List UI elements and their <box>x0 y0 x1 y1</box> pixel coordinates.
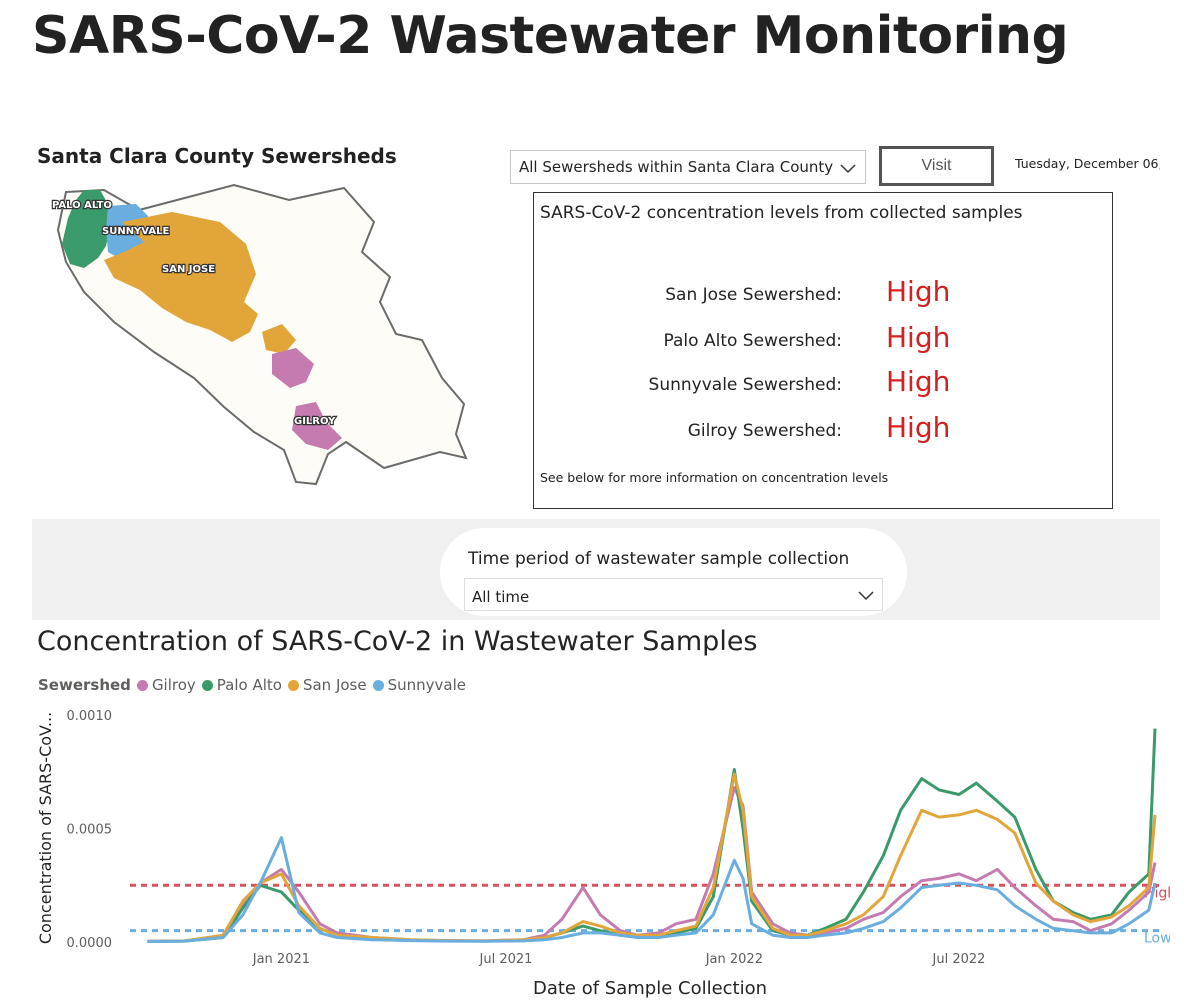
axes: 0.0000 0.0005 0.0010 Jan 2021 Jul 2021 Jan 20… <box>36 709 985 999</box>
chevron-down-icon <box>858 591 874 601</box>
gilroy-region[interactable] <box>292 402 342 450</box>
chart-title: Concentration of SARS-CoV-2 in Wastewate… <box>37 626 758 657</box>
map-title: Santa Clara County Sewersheds <box>37 144 397 168</box>
time-period-label: Time period of wastewater sample collect… <box>468 549 850 569</box>
legend-dot <box>136 679 148 691</box>
level-row-gilroy: Gilroy Sewershed: High <box>534 411 1112 451</box>
x-tick-label: Jul 2021 <box>479 952 533 967</box>
level-row-san-jose: San Jose Sewershed: High <box>534 275 1112 315</box>
level-value: High <box>886 411 951 444</box>
level-value: High <box>886 275 951 308</box>
visit-button[interactable]: Visit <box>879 146 994 186</box>
legend-title: Sewershed <box>38 676 131 694</box>
san-jose-region[interactable] <box>104 212 258 342</box>
sewershed-select[interactable]: All Sewersheds within Santa Clara County <box>510 150 866 184</box>
x-tick-label: Jul 2022 <box>932 952 986 967</box>
legend-item-san-jose[interactable]: San Jose <box>287 676 367 694</box>
time-period-value: All time <box>472 588 530 606</box>
level-label: San Jose Sewershed: <box>665 285 842 305</box>
level-label: Gilroy Sewershed: <box>687 421 842 441</box>
map-label-san-jose: SAN JOSE <box>162 264 215 275</box>
legend-label: Gilroy <box>151 676 196 694</box>
y-tick-label: 0.0010 <box>67 709 113 724</box>
legend-label: San Jose <box>302 676 367 694</box>
reference-lines: HighLow <box>130 883 1170 947</box>
legend-dot <box>201 679 213 691</box>
level-label: Palo Alto Sewershed: <box>663 331 842 351</box>
y-tick-label: 0.0000 <box>67 936 113 951</box>
series-line-gilroy[interactable] <box>147 786 1157 943</box>
chart-legend: Sewershed Gilroy Palo Alto San Jose Sunn… <box>38 676 472 694</box>
x-tick-label: Jan 2022 <box>705 952 763 967</box>
level-label: Sunnyvale Sewershed: <box>648 375 842 395</box>
series-lines <box>147 728 1157 943</box>
gilroy-north-region[interactable] <box>272 348 314 388</box>
line-chart: HighLow 0.0000 0.0005 0.0010 Jan 2021 Jul 20… <box>36 709 1170 999</box>
legend-dot <box>372 679 384 691</box>
legend-item-palo-alto[interactable]: Palo Alto <box>201 676 282 694</box>
levels-note: See below for more information on concen… <box>540 470 889 485</box>
x-tick-label: Jan 2021 <box>252 952 310 967</box>
sewershed-select-value: All Sewersheds within Santa Clara County <box>519 158 834 176</box>
map-label-sunnyvale: SUNNYVALE <box>102 226 169 237</box>
palo-alto-region[interactable] <box>62 190 110 268</box>
chevron-down-icon <box>840 164 856 174</box>
legend-dot <box>287 679 299 691</box>
current-date: Tuesday, December 06, 2022 <box>1015 156 1160 171</box>
time-period-select[interactable]: All time <box>464 578 883 611</box>
page-title: SARS-CoV-2 Wastewater Monitoring <box>32 6 1069 66</box>
legend-item-sunnyvale[interactable]: Sunnyvale <box>372 676 466 694</box>
legend-item-gilroy[interactable]: Gilroy <box>136 676 196 694</box>
sewershed-map: PALO ALTO SUNNYVALE SAN JOSE GILROY <box>51 183 468 486</box>
level-value: High <box>886 365 951 398</box>
level-row-sunnyvale: Sunnyvale Sewershed: High <box>534 365 1112 405</box>
level-value: High <box>886 321 951 354</box>
y-tick-label: 0.0005 <box>67 823 113 838</box>
levels-title: SARS-CoV-2 concentration levels from col… <box>540 203 1023 223</box>
series-line-san-jose[interactable] <box>147 772 1157 943</box>
level-row-palo-alto: Palo Alto Sewershed: High <box>534 321 1112 361</box>
map-label-gilroy: GILROY <box>294 416 336 427</box>
legend-label: Sunnyvale <box>387 676 466 694</box>
map-label-palo-alto: PALO ALTO <box>52 200 112 211</box>
x-axis-title: Date of Sample Collection <box>533 978 767 999</box>
legend-label: Palo Alto <box>216 676 282 694</box>
san-jose-east-region[interactable] <box>262 324 296 354</box>
series-line-sunnyvale[interactable] <box>147 836 1157 943</box>
concentration-levels-card: SARS-CoV-2 concentration levels from col… <box>533 192 1113 509</box>
reference-label-low: Low <box>1144 931 1170 947</box>
y-axis-title: Concentration of SARS-CoV... <box>36 712 55 944</box>
